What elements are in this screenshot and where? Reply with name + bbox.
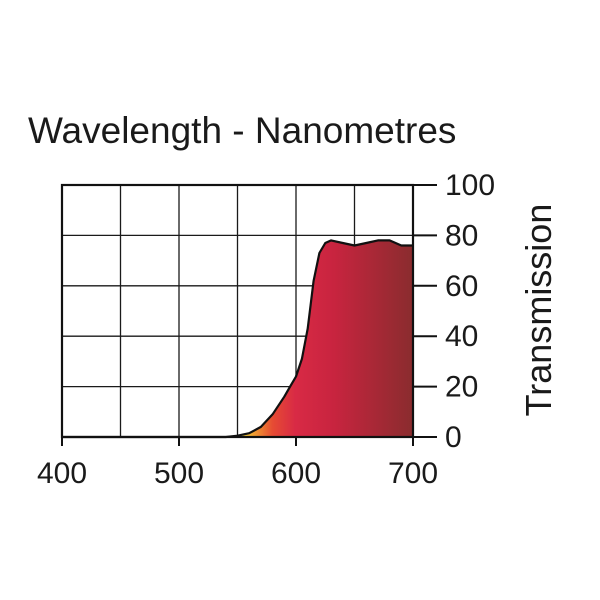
y-tick-label: 0: [445, 421, 462, 454]
x-tick-label: 500: [154, 457, 204, 490]
chart-title: Wavelength - Nanometres: [28, 110, 456, 151]
y-tick-label: 60: [445, 270, 478, 303]
plot-frame: [60, 183, 415, 439]
x-tick-label: 700: [388, 457, 438, 490]
transmission-area: [62, 240, 413, 437]
y-axis-label: Transmission: [518, 204, 559, 417]
y-tick-label: 100: [445, 169, 495, 202]
y-axis-ticks: 0 20 40 60 80 100: [413, 169, 495, 454]
y-tick-label: 40: [445, 320, 478, 353]
plot-border: [60, 183, 415, 439]
y-tick-label: 20: [445, 371, 478, 404]
x-tick-label: 600: [271, 457, 321, 490]
x-tick-label: 400: [37, 457, 87, 490]
x-axis-ticks: 400 500 600 700: [37, 437, 438, 490]
y-tick-label: 80: [445, 219, 478, 252]
